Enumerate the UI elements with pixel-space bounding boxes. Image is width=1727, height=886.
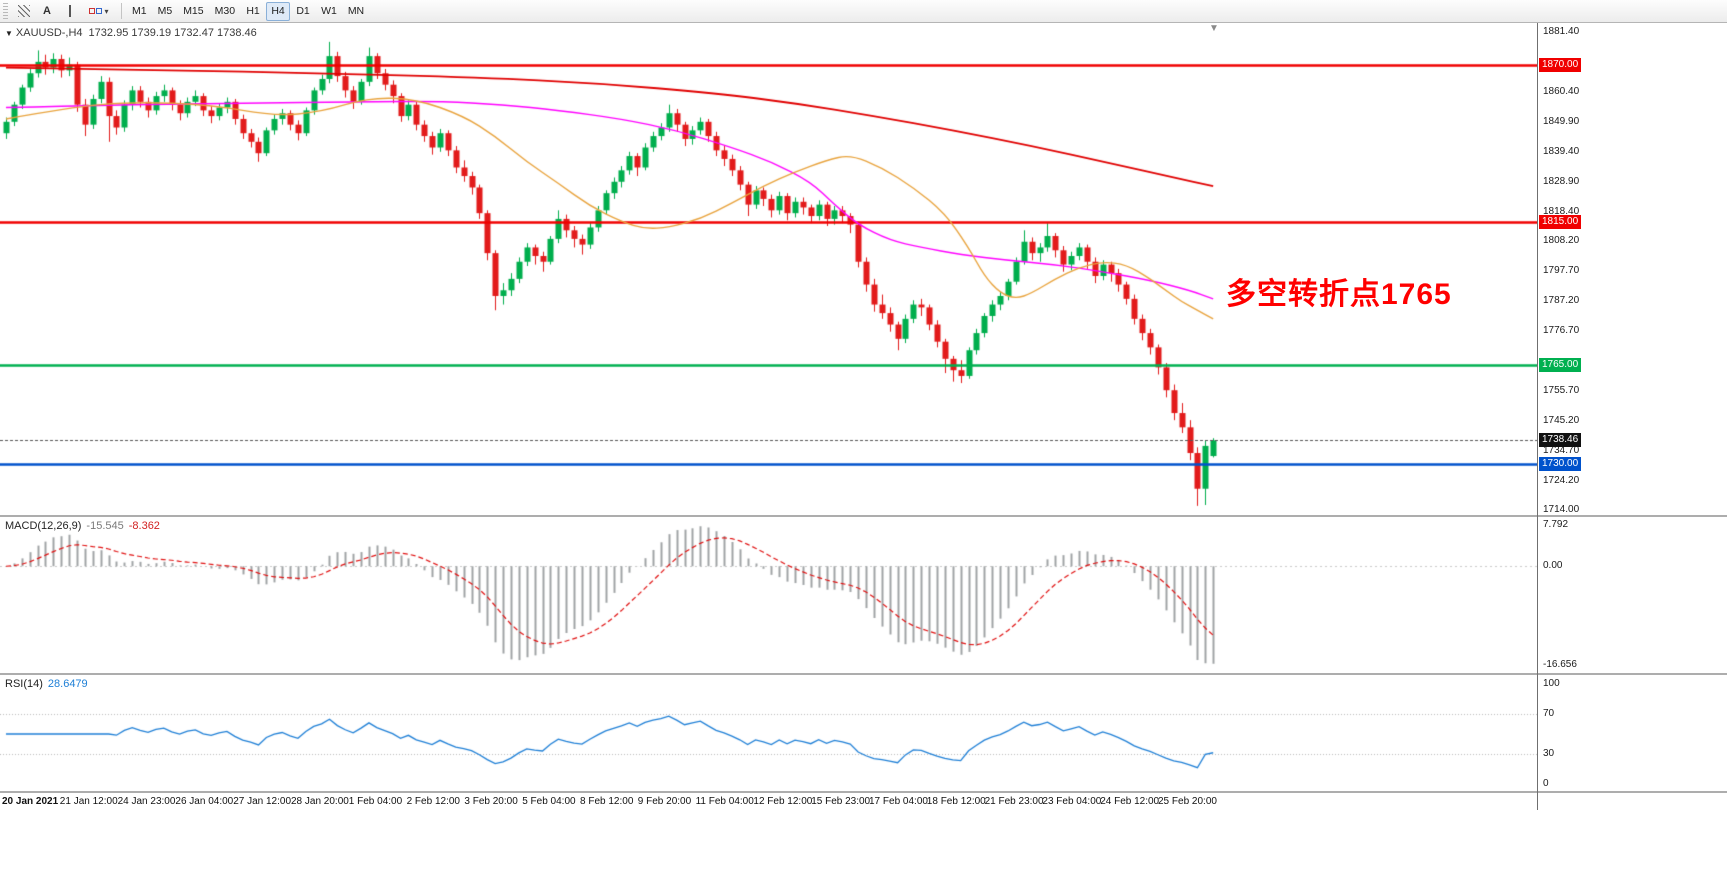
rsi-name: RSI(14): [5, 678, 43, 690]
price-axis-tick: 1860.40: [1543, 86, 1580, 98]
text-tool-icon: A: [43, 5, 51, 17]
chevron-down-icon: ▾: [104, 6, 109, 16]
rsi-axis-label: 100: [1543, 678, 1560, 689]
time-axis-label: 18 Feb 12:00: [926, 796, 986, 807]
current-price-badge: 1738.46: [1539, 433, 1582, 448]
price-axis-tick: 1714.00: [1543, 504, 1580, 516]
time-axis-label: 24 Jan 23:00: [117, 796, 176, 807]
time-axis-label: 21 Feb 23:00: [984, 796, 1044, 807]
chart-text-annotation[interactable]: 多空转折点1765: [1226, 278, 1452, 311]
macd-name: MACD(12,26,9): [5, 520, 82, 532]
time-axis-label: 28 Jan 20:00: [291, 796, 349, 807]
rsi-axis-label: 30: [1543, 748, 1555, 759]
price-axis-tick: 1724.20: [1543, 475, 1580, 487]
price-axis-tick: 1808.20: [1543, 235, 1580, 247]
time-axis-label: 2 Feb 12:00: [406, 796, 460, 807]
macd-axis-min-label: -16.656: [1543, 659, 1577, 670]
time-axis-label: 17 Feb 04:00: [869, 796, 928, 807]
rsi-indicator-label: RSI(14) 28.6479: [5, 678, 88, 690]
price-axis-tick: 1881.40: [1543, 26, 1580, 38]
context-menu-arrow-icon: ▼: [5, 29, 13, 38]
price-panel: [0, 23, 1537, 515]
price-axis-tick: 1787.20: [1543, 295, 1580, 307]
symbol-period-label: XAUUSD-,H4: [15, 27, 83, 39]
price-axis-tick: 1734.70: [1543, 445, 1580, 457]
time-axis-label: 15 Feb 23:00: [811, 796, 871, 807]
price-axis-tick: 1828.90: [1543, 176, 1580, 188]
toolbar-separator: [121, 3, 122, 19]
chart-shift-marker-icon: ▼: [1209, 23, 1219, 34]
time-axis[interactable]: 20 Jan 2021 21 Jan 12:00 24 Jan 23:00 26 Ja…: [0, 793, 1537, 810]
time-axis-label: 3 Feb 20:00: [464, 796, 518, 807]
main-chart-canvas[interactable]: [0, 23, 1537, 515]
shape-square-blue-icon: [96, 8, 103, 14]
timeframe-m30-button[interactable]: M30: [210, 2, 240, 21]
macd-axis-zero-label: 0.00: [1543, 560, 1563, 572]
price-level-badge: 1765.00: [1539, 357, 1582, 372]
panel-separator[interactable]: [0, 515, 1727, 517]
price-axis-tick: 1818.40: [1543, 206, 1580, 218]
timeframe-h4-button[interactable]: H4: [266, 1, 291, 21]
draw-tools-button[interactable]: [13, 2, 35, 21]
macd-signal-value: -8.362: [128, 520, 160, 532]
time-axis-label: 20 Jan 2021: [2, 796, 59, 807]
macd-indicator-label: MACD(12,26,9) -15.545 -8.362: [5, 520, 160, 532]
panel-separator: [0, 791, 1727, 793]
rsi-axis-label: 0: [1543, 778, 1549, 789]
macd-panel: [0, 518, 1537, 672]
timeframe-m5-button[interactable]: M5: [153, 2, 178, 21]
time-axis-label: 21 Jan 12:00: [59, 796, 118, 807]
time-axis-label: 23 Feb 04:00: [1042, 796, 1102, 807]
vertical-line-tool-button[interactable]: [59, 2, 81, 21]
shapes-dropdown-button[interactable]: ▾: [82, 2, 116, 21]
hatch-lines-icon: [18, 5, 30, 17]
price-axis[interactable]: 1881.40 1860.40 1849.90 1839.40 1828.90 1818.…: [1538, 23, 1727, 810]
timeframe-mn-button[interactable]: MN: [343, 2, 369, 21]
price-axis-tick: 1776.70: [1543, 325, 1580, 337]
timeframe-h1-button[interactable]: H1: [241, 2, 265, 21]
macd-chart-canvas[interactable]: [0, 518, 1537, 672]
shape-square-red-icon: [89, 8, 96, 14]
timeframe-m15-button[interactable]: M15: [178, 2, 208, 21]
time-axis-label: 12 Feb 12:00: [753, 796, 813, 807]
panel-separator[interactable]: [0, 673, 1727, 675]
price-level-badge: 1815.00: [1539, 214, 1582, 229]
rsi-panel: [0, 676, 1537, 791]
timeframe-w1-button[interactable]: W1: [316, 2, 342, 21]
price-axis-tick: 1849.90: [1543, 116, 1580, 128]
time-axis-label: 25 Feb 20:00: [1158, 796, 1217, 807]
ohlc-values: 1732.95 1739.19 1732.47 1738.46: [88, 27, 257, 39]
timeframe-d1-button[interactable]: D1: [291, 2, 315, 21]
price-level-badge: 1730.00: [1539, 457, 1582, 472]
chart-title: ▼ XAUUSD-,H4 1732.95 1739.19 1732.47 1738.…: [5, 27, 257, 39]
macd-axis-max-label: 7.792: [1543, 519, 1569, 530]
time-axis-label: 11 Feb 04:00: [695, 796, 754, 807]
time-axis-label: 8 Feb 12:00: [580, 796, 634, 807]
vertical-line-icon: [69, 5, 71, 17]
toolbar: A ▾ M1 M5 M15 M30 H1 H4 D1 W1 MN: [0, 0, 1727, 23]
axis-separator-line: [1537, 23, 1538, 810]
price-axis-tick: 1755.70: [1543, 385, 1580, 397]
time-axis-label: 24 Feb 12:00: [1100, 796, 1160, 807]
rsi-value: 28.6479: [47, 678, 88, 690]
time-axis-label: 26 Jan 04:00: [175, 796, 234, 807]
rsi-axis-label: 70: [1543, 708, 1555, 719]
chart-window: ▼ XAUUSD-,H4 1732.95 1739.19 1732.47 1738.…: [0, 23, 1727, 810]
price-level-badge: 1870.00: [1539, 57, 1582, 72]
macd-hist-value: -15.545: [86, 520, 124, 532]
rsi-chart-canvas[interactable]: [0, 676, 1537, 791]
price-axis-tick: 1797.70: [1543, 265, 1580, 277]
timeframe-m1-button[interactable]: M1: [127, 2, 152, 21]
time-axis-label: 1 Feb 04:00: [348, 796, 403, 807]
price-axis-tick: 1745.20: [1543, 415, 1580, 427]
text-tool-button[interactable]: A: [36, 2, 58, 21]
toolbar-grip[interactable]: [3, 3, 8, 19]
price-axis-tick: 1839.40: [1543, 146, 1580, 158]
time-axis-label: 5 Feb 04:00: [522, 796, 576, 807]
time-axis-label: 9 Feb 20:00: [637, 796, 692, 807]
time-axis-label: 27 Jan 12:00: [233, 796, 292, 807]
